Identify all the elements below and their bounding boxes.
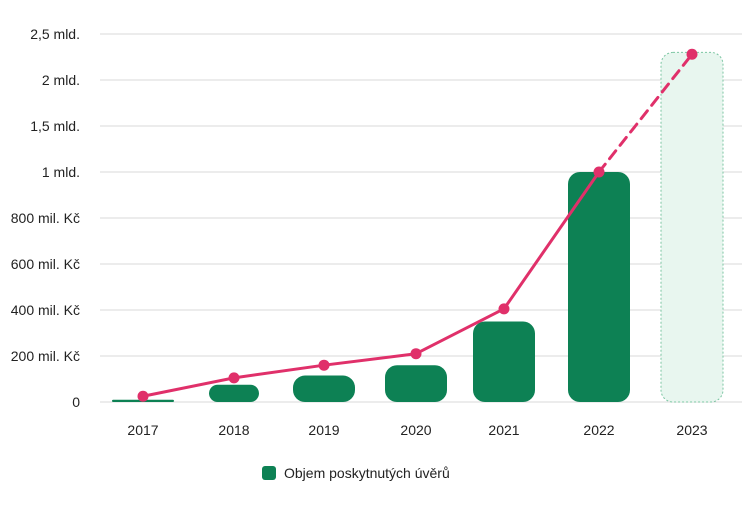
line-point [410,348,422,360]
y-tick-label: 1 mld. [42,164,80,180]
bar [209,384,259,402]
bar [385,365,447,402]
line-series [141,170,601,398]
y-tick-label: 600 mil. Kč [11,256,80,272]
x-tick-label: 2020 [400,422,431,438]
legend: Objem poskytnutých úvěrů [262,465,450,481]
legend-label: Objem poskytnutých úvěrů [284,465,450,481]
line-point [228,372,240,384]
y-tick-label: 2,5 mld. [30,26,80,42]
line-point [498,303,510,315]
y-tick-label: 0 [72,394,80,410]
y-tick-label: 200 mil. Kč [11,348,80,364]
line-point [593,166,605,178]
y-tick-label: 800 mil. Kč [11,210,80,226]
y-tick-label: 2 mld. [42,72,80,88]
bar-projected [660,51,724,403]
bar [293,375,355,402]
x-tick-label: 2021 [488,422,519,438]
line-point [137,390,149,402]
line-point [318,359,330,371]
line-series-projected [597,52,694,174]
x-tick-label: 2017 [127,422,158,438]
y-tick-label: 400 mil. Kč [11,302,80,318]
line-point [686,48,698,60]
bar [473,321,535,402]
x-tick-label: 2022 [583,422,614,438]
x-tick-label: 2023 [676,422,707,438]
y-tick-label: 1,5 mld. [30,118,80,134]
x-tick-label: 2019 [308,422,339,438]
x-tick-label: 2018 [218,422,249,438]
legend-swatch [262,466,276,480]
bar [568,172,630,402]
